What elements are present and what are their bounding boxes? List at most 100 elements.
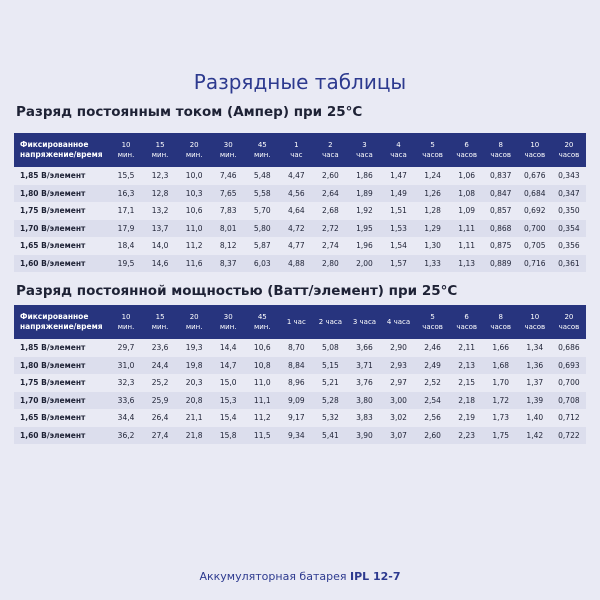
table-cell: 11,5 — [245, 426, 280, 444]
header-cell: 5 часов — [415, 305, 450, 339]
table-cell: 3,76 — [356, 378, 373, 388]
table-cell: 2,46 — [424, 343, 441, 353]
table-cell: 2,97 — [390, 378, 407, 388]
table-cell: 1,37 — [526, 378, 544, 388]
table-cell: 1,75 — [483, 426, 518, 444]
table-cell: 17,9 — [109, 219, 144, 237]
table-cell: 0,712 — [558, 413, 580, 423]
header-cell: 20 часов — [551, 133, 586, 167]
table-cell: 1,86 — [356, 171, 373, 181]
footer-model: IPL 12-7 — [349, 570, 401, 583]
table-cell: 4,72 — [279, 219, 314, 237]
table-cell: 1,36 — [517, 356, 552, 374]
table-cell: 2,11 — [458, 343, 475, 353]
table-cell: 0,354 — [551, 219, 586, 237]
table-cell: 1,11 — [449, 219, 484, 237]
data-table: Фиксированное напряжение/время 10 мин. 15 … — [14, 133, 586, 272]
header-cell: 10 часов — [517, 305, 552, 339]
table-cell: 5,48 — [253, 171, 271, 181]
table-cell: 14,4 — [219, 343, 237, 353]
table-cell: 0,875 — [489, 241, 512, 251]
table-cell: 8,01 — [211, 219, 246, 237]
header-cell: 30 мин. — [211, 133, 246, 167]
table-cell: 1,30 — [424, 241, 441, 251]
header-row: Фиксированное напряжение/время 10 мин. 15 … — [14, 305, 586, 339]
table-cell: 0,700 — [558, 378, 580, 388]
table-row: 1,65 В/элемент 18,4 14,0 11,2 8,12 5,87 4,77 2,… — [14, 237, 586, 255]
table-cell: 0,676 — [524, 171, 546, 181]
table-cell: 1,28 — [424, 206, 441, 216]
section-heading: Разряд постоянным током (Ампер) при 25°C — [16, 104, 363, 120]
header-cell: 20 мин. — [177, 133, 212, 167]
section-heading: Разряд постоянной мощностью (Ватт/элемен… — [16, 283, 458, 299]
table-cell: 8,84 — [279, 356, 314, 374]
footer-text: Аккумуляторная батарея — [199, 570, 347, 583]
table-cell: 1,13 — [449, 254, 484, 272]
table-cell: 1,68 — [483, 356, 518, 374]
table-cell: 5,32 — [322, 413, 339, 423]
table-cell: 2,74 — [322, 241, 339, 251]
header-cell: 10 мин. — [109, 305, 144, 339]
table-cell: 10,0 — [185, 171, 203, 181]
table-cell: 15,5 — [117, 171, 135, 181]
table-cell: 34,4 — [117, 413, 135, 423]
table-row: 1,65 В/элемент 34,4 26,4 21,1 15,4 11,2 9,17 5,… — [14, 409, 586, 427]
table-cell: 2,60 — [415, 426, 450, 444]
table-cell: 11,2 — [253, 413, 271, 423]
table-row: 1,85 В/элемент 15,5 12,3 10,0 7,46 5,48 4,47 2,… — [14, 167, 586, 185]
table-cell: 19,3 — [185, 343, 203, 353]
table-cell: 11,1 — [245, 391, 280, 409]
table-cell: 1,85 В/элемент — [20, 171, 86, 181]
table-cell: 2,56 — [424, 413, 441, 423]
table-cell: 1,72 — [483, 391, 518, 409]
table-cell: 25,2 — [151, 378, 169, 388]
table-cell: 21,1 — [185, 413, 203, 423]
table-cell: 5,21 — [322, 378, 339, 388]
table-cell: 15,8 — [211, 426, 246, 444]
data-table: Фиксированное напряжение/время 10 мин. 15 … — [14, 305, 586, 444]
header-cell: 45 мин. — [245, 133, 280, 167]
table-cell: 0,837 — [489, 171, 512, 181]
table-cell: 5,41 — [313, 426, 348, 444]
table-cell: 23,6 — [151, 343, 169, 353]
table-cell: 16,3 — [109, 184, 144, 202]
table-cell: 6,03 — [245, 254, 280, 272]
table-cell: 8,96 — [287, 378, 305, 388]
table-cell: 19,5 — [109, 254, 144, 272]
header-cell: 20 часов — [551, 305, 586, 339]
table-cell: 9,09 — [279, 391, 314, 409]
table-cell: 2,13 — [449, 356, 484, 374]
table-cell: 1,80 В/элемент — [14, 356, 109, 374]
table-cell: 13,7 — [143, 219, 178, 237]
header-cell: 4 часа — [381, 305, 416, 339]
header-cell: Фиксированное напряжение/время — [14, 305, 109, 339]
table-cell: 0,868 — [483, 219, 518, 237]
table-cell: 2,80 — [313, 254, 348, 272]
table-cell: 20,3 — [185, 378, 203, 388]
table-cell: 1,65 В/элемент — [20, 413, 86, 423]
table-cell: 1,29 — [415, 219, 450, 237]
table-cell: 17,1 — [117, 206, 135, 216]
table-cell: 1,70 В/элемент — [14, 391, 109, 409]
table-cell: 1,73 — [492, 413, 510, 423]
table-cell: 21,8 — [177, 426, 212, 444]
table-cell: 4,88 — [279, 254, 314, 272]
table-cell: 0,847 — [483, 184, 518, 202]
table-cell: 15,0 — [219, 378, 237, 388]
table-cell: 13,2 — [151, 206, 169, 216]
table-cell: 1,96 — [356, 241, 373, 251]
table-row: 1,70 В/элемент 33,6 25,9 20,8 15,3 11,1 9,09 5,… — [14, 391, 586, 409]
header-cell: 1 час — [279, 133, 314, 167]
table-cell: 0,693 — [551, 356, 586, 374]
table-row: 1,85 В/элемент 29,7 23,6 19,3 14,4 10,6 8,70 5,… — [14, 339, 586, 357]
table-cell: 1,80 В/элемент — [14, 184, 109, 202]
table-cell: 0,686 — [558, 343, 580, 353]
table-cell: 2,15 — [458, 378, 475, 388]
table-cell: 10,6 — [253, 343, 271, 353]
table-cell: 2,60 — [322, 171, 339, 181]
table-cell: 3,66 — [356, 343, 373, 353]
table-cell: 1,60 В/элемент — [14, 254, 109, 272]
table-cell: 1,11 — [458, 241, 475, 251]
table-cell: 1,92 — [356, 206, 373, 216]
